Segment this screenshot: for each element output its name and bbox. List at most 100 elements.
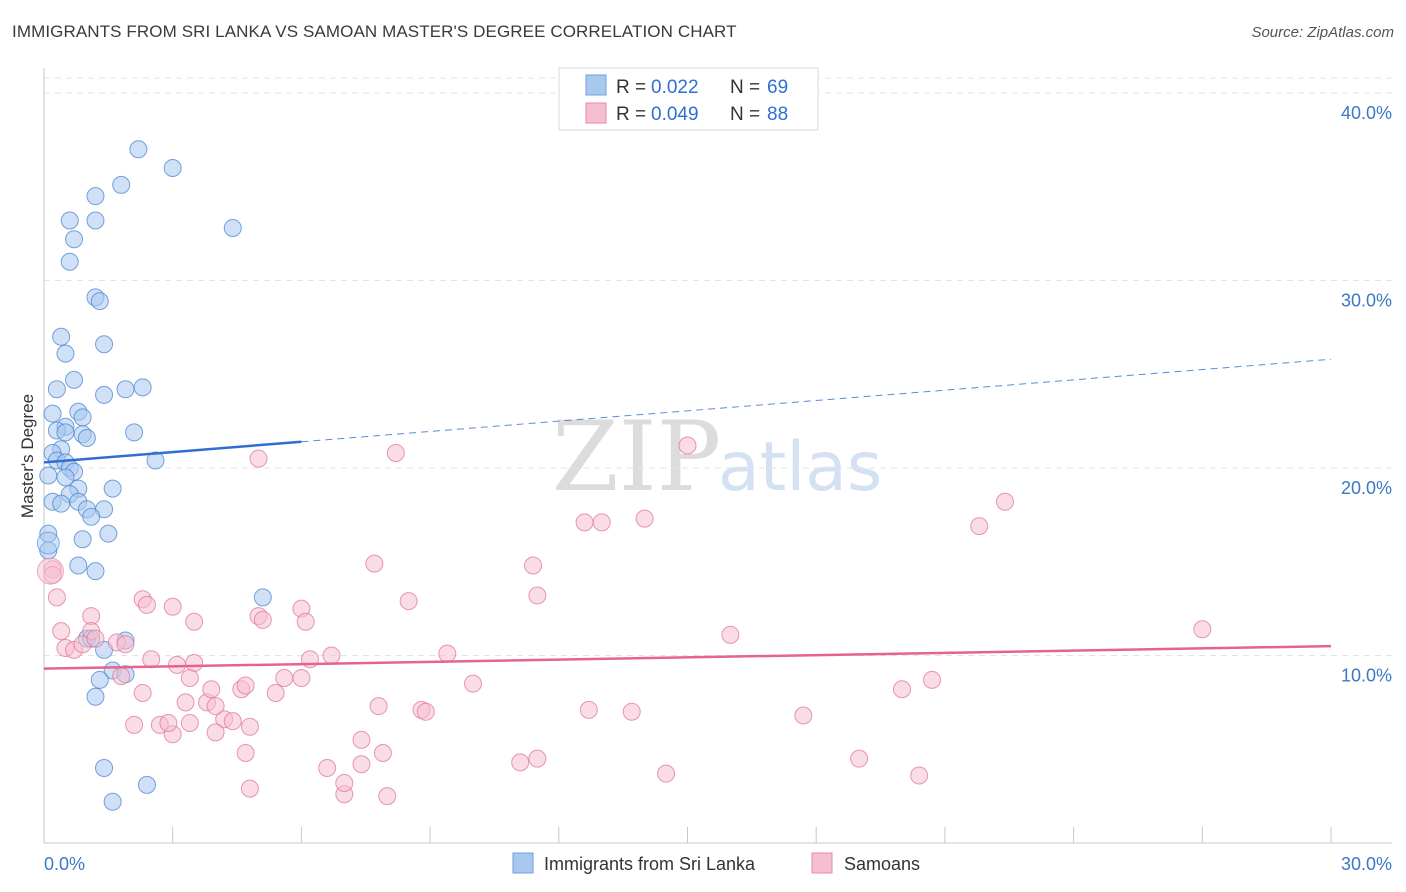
point-samoans xyxy=(399,592,418,611)
point-sri-lanka xyxy=(86,211,105,230)
point-samoans xyxy=(206,697,225,716)
y-tick-labels: 10.0% 20.0% 30.0% 40.0% xyxy=(1341,103,1392,686)
legend-swatch-samoans xyxy=(585,102,607,124)
point-samoans xyxy=(438,644,457,663)
point-sri-lanka xyxy=(90,670,109,689)
point-samoans xyxy=(82,607,101,626)
point-samoans xyxy=(464,674,482,693)
point-samoans xyxy=(893,680,911,699)
trend-line-sri-lanka-extension xyxy=(301,358,1332,443)
point-sri-lanka xyxy=(73,530,92,549)
point-sri-lanka xyxy=(95,759,114,777)
point-samoans xyxy=(202,680,221,699)
point-sri-lanka xyxy=(86,562,105,581)
point-sri-lanka xyxy=(253,588,272,607)
point-samoans xyxy=(322,646,341,665)
point-sri-lanka xyxy=(60,252,79,271)
point-samoans xyxy=(416,702,435,721)
point-samoans xyxy=(240,779,259,798)
point-sri-lanka xyxy=(223,219,242,237)
legend-r-label-sri-lanka: R = xyxy=(616,77,646,98)
x-tick-label-max: 30.0% xyxy=(1341,854,1392,874)
point-sri-lanka xyxy=(73,408,92,427)
point-sri-lanka xyxy=(69,556,88,575)
point-sri-lanka xyxy=(65,230,84,249)
point-sri-lanka xyxy=(47,380,66,399)
point-samoans xyxy=(352,755,371,774)
point-samoans xyxy=(180,669,199,687)
series-legend: Immigrants from Sri Lanka Samoans xyxy=(512,852,920,874)
point-samoans xyxy=(1193,620,1212,639)
point-samoans xyxy=(116,635,135,654)
point-samoans xyxy=(176,693,195,712)
legend-r-value-samoans: 0.049 xyxy=(651,104,699,125)
series-legend-label-sri-lanka: Immigrants from Sri Lanka xyxy=(544,854,756,874)
point-samoans xyxy=(163,597,182,616)
point-samoans xyxy=(159,714,178,732)
watermark-zip: ZIP xyxy=(552,401,721,513)
point-sri-lanka xyxy=(137,775,156,794)
point-sri-lanka xyxy=(116,380,135,399)
point-samoans xyxy=(579,700,598,719)
y-tick-label: 10.0% xyxy=(1341,666,1392,686)
point-sri-lanka xyxy=(65,370,84,389)
point-samoans xyxy=(185,654,204,672)
point-samoans xyxy=(52,622,71,641)
point-sri-lanka xyxy=(125,423,144,442)
point-samoans xyxy=(528,749,547,768)
legend-n-value-samoans: 88 xyxy=(767,104,788,125)
point-samoans xyxy=(292,669,311,687)
point-sri-lanka xyxy=(95,385,114,404)
point-samoans xyxy=(378,787,397,806)
point-samoans xyxy=(970,517,989,536)
point-samoans xyxy=(318,759,337,777)
point-sri-lanka xyxy=(95,335,114,354)
series-legend-swatch-samoans xyxy=(811,852,833,874)
point-samoans xyxy=(36,557,64,585)
y-tick-label: 30.0% xyxy=(1341,291,1392,311)
legend-n-value-sri-lanka: 69 xyxy=(767,77,788,98)
point-samoans xyxy=(253,610,272,629)
point-samoans xyxy=(296,612,315,631)
point-sri-lanka xyxy=(52,327,71,346)
gridlines xyxy=(44,77,1392,656)
point-samoans xyxy=(133,684,152,702)
point-samoans xyxy=(86,629,105,648)
point-samoans xyxy=(794,706,813,725)
point-samoans xyxy=(850,749,869,768)
point-sri-lanka xyxy=(82,507,101,526)
series-legend-label-samoans: Samoans xyxy=(844,854,920,874)
source-credit: Source: ZipAtlas.com xyxy=(1251,24,1394,41)
point-sri-lanka xyxy=(112,175,131,194)
point-sri-lanka xyxy=(129,140,148,159)
legend-n-label-sri-lanka: N = xyxy=(730,77,760,98)
point-sri-lanka xyxy=(60,211,79,230)
point-sri-lanka xyxy=(103,479,122,498)
point-sri-lanka xyxy=(86,687,105,706)
point-sri-lanka xyxy=(90,292,109,311)
point-sri-lanka xyxy=(103,792,122,811)
x-tick-label-min: 0.0% xyxy=(44,854,85,874)
point-samoans xyxy=(528,586,547,605)
point-sri-lanka xyxy=(36,531,60,555)
point-samoans xyxy=(206,723,225,742)
point-sri-lanka xyxy=(99,524,118,543)
point-samoans xyxy=(386,444,405,462)
point-samoans xyxy=(721,625,740,644)
y-axis-label: Master's Degree xyxy=(18,394,37,518)
scatter-points xyxy=(36,140,1212,811)
legend-r-label-samoans: R = xyxy=(616,104,646,125)
point-sri-lanka xyxy=(56,344,75,363)
point-samoans xyxy=(236,744,255,762)
legend-n-label-samoans: N = xyxy=(730,104,760,125)
trend-line-sri-lanka xyxy=(43,440,302,464)
trend-lines xyxy=(43,358,1332,670)
point-sri-lanka xyxy=(52,494,71,513)
point-samoans xyxy=(635,509,654,528)
point-samoans xyxy=(910,766,929,785)
point-samoans xyxy=(678,436,697,455)
point-sri-lanka xyxy=(146,451,165,470)
point-samoans xyxy=(47,588,66,607)
watermark: ZIP atlas xyxy=(552,401,882,513)
